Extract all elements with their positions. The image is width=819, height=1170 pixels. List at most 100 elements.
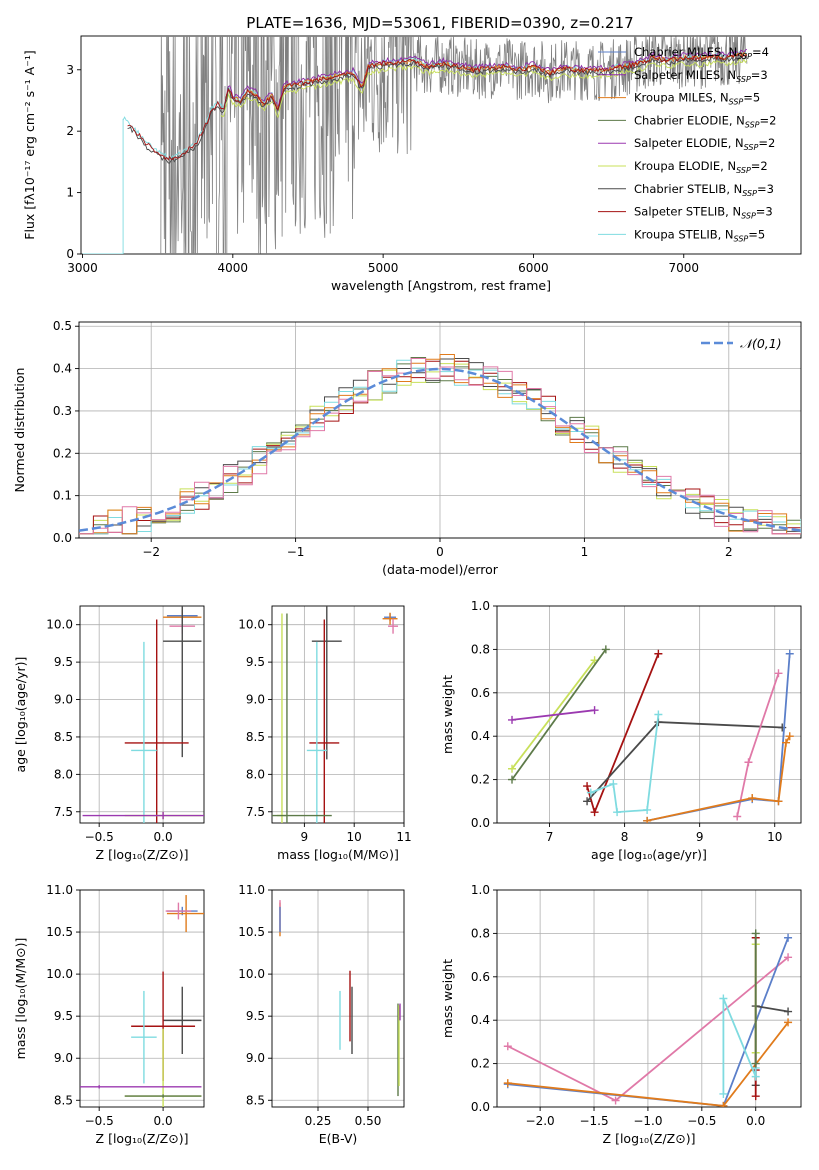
legend-label-main: Salpeter MILES, N: [634, 68, 736, 82]
series-marker: [784, 1018, 793, 1027]
legend-label-sub: SSP: [742, 189, 757, 198]
axes-frame: [80, 35, 802, 255]
legend-label-tail: =4: [752, 45, 769, 59]
series-line: [511, 709, 595, 721]
y-tick-label: 0.5: [53, 319, 72, 333]
y-tick-label: 0: [66, 247, 74, 261]
residual-histogram: [79, 358, 801, 535]
mass-vs-Z-panel: −0.5 0.0 8.5 9.0 9.5 10.0 10.5 11.0 Z [log₁₀(Z/Z…: [13, 883, 205, 1146]
series: [583, 649, 663, 817]
series-line: [646, 735, 791, 822]
y-tick-label: 8.5: [54, 1093, 73, 1107]
axes-frame: [271, 889, 405, 1108]
x-tick-label: 0.0: [746, 1114, 765, 1128]
y-tick-label: 8.5: [246, 1093, 265, 1107]
series-marker: [751, 929, 760, 938]
series-marker: [654, 649, 663, 658]
x-axis-label: Z [log₁₀(Z/Z⊙)]: [96, 847, 189, 862]
series-marker: [719, 1089, 728, 1098]
x-tick-label: 9: [301, 830, 309, 844]
legend-label-main: Kroupa MILES, N: [634, 91, 729, 105]
normal-curve: [79, 367, 801, 532]
legend-label-tail: =3: [757, 182, 774, 196]
series: [719, 994, 760, 1098]
series-marker: [751, 1072, 760, 1081]
legend-label: Kroupa ELODIE, NSSP=2: [634, 159, 768, 175]
axes-frame: [79, 605, 205, 824]
y-tick-label: 9.5: [54, 1009, 73, 1023]
legend-label: Salpeter STELIB, NSSP=3: [634, 205, 773, 221]
legend-label: Salpeter ELODIE, NSSP=2: [634, 136, 775, 152]
series: [503, 1018, 793, 1107]
legend-label: Salpeter MILES, NSSP=3: [634, 68, 768, 84]
legend-label: Chabrier STELIB, NSSP=3: [634, 182, 774, 198]
x-tick-label: 0.0: [154, 1114, 173, 1128]
legend-label-tail: =2: [760, 113, 777, 127]
y-tick-label: 8.0: [246, 767, 265, 781]
data-point: [82, 811, 204, 820]
series-line: [586, 721, 783, 802]
y-tick-label: 0.6: [471, 970, 490, 984]
legend-label-sub: SSP: [734, 234, 749, 243]
x-tick-label: −2.0: [526, 1114, 555, 1128]
age-vs-mass-panel: 9 10 11 7.5 8.0 8.5 9.0 9.5 10.0 mass [log₁₀(M/M⊙…: [238, 605, 412, 862]
series-marker: [508, 715, 517, 724]
y-tick-label: 10.0: [46, 618, 73, 632]
x-tick-label: 10: [767, 830, 782, 844]
x-tick-label: −0.5: [85, 1114, 114, 1128]
residual-histogram: [79, 360, 801, 535]
data-point: [382, 612, 398, 625]
legend-label-tail: =2: [758, 136, 775, 150]
residuals-panel: −2 −1 0 1 2 0.0 0.1 0.2 0.3 0.4 0.5 (data-model)/er…: [12, 319, 802, 577]
data-point: [166, 895, 204, 933]
x-tick-label: −1.5: [579, 1114, 608, 1128]
data-point: [124, 1094, 202, 1098]
model-chabrier-stelib: [127, 54, 748, 164]
series-marker: [503, 1079, 512, 1088]
series-marker: [748, 794, 757, 803]
legend-label: Chabrier ELODIE, NSSP=2: [634, 113, 776, 129]
y-tick-label: 9.0: [246, 1051, 265, 1065]
y-tick-label: 0.2: [471, 1057, 490, 1071]
x-tick-label: −0.5: [687, 1114, 716, 1128]
series-marker: [774, 669, 783, 678]
mass-vs-Z-plot-area: [80, 895, 204, 1107]
series-marker: [643, 805, 652, 814]
series-marker: [751, 1059, 760, 1068]
data-point: [131, 641, 157, 823]
y-tick-label: 8.5: [246, 730, 265, 744]
x-tick-label: −2: [142, 545, 160, 559]
y-axis-label: age [log₁₀(age/yr)]: [13, 657, 28, 773]
series-marker: [784, 933, 793, 942]
mass-vs-EBV-plot-area: [279, 900, 401, 1097]
x-tick-label: −1: [287, 545, 305, 559]
series-marker: [774, 797, 783, 806]
x-tick-label: 7: [546, 830, 554, 844]
x-tick-label: 0.50: [355, 1114, 382, 1128]
y-tick-label: 0.6: [471, 686, 490, 700]
y-tick-label: 9.5: [246, 1009, 265, 1023]
y-axis-label: mass [log₁₀(M/M⊙)]: [13, 938, 28, 1060]
x-tick-label: 1: [581, 545, 589, 559]
spectrum-plot-area: [82, 36, 748, 254]
legend-label-tail: =5: [748, 227, 765, 241]
x-tick-label: 9: [696, 830, 704, 844]
legend-label-main: Kroupa STELIB, N: [634, 227, 734, 241]
data-point: [131, 990, 157, 1084]
series-marker: [508, 764, 517, 773]
series-marker: [744, 758, 753, 767]
series-marker: [586, 788, 595, 797]
weight-vs-Z-panel: −2.0 −1.5 −1.0 −0.5 0.0 0.0 0.2 0.4 0.6 0.8 1.0 Z […: [440, 883, 802, 1146]
x-tick-label: 6000: [518, 261, 549, 275]
legend-label-sub: SSP: [729, 98, 744, 107]
weight-vs-age-plot-area: [508, 645, 794, 823]
series-line: [736, 673, 780, 817]
series-marker: [781, 738, 790, 747]
series-marker: [590, 706, 599, 715]
y-tick-label: 9.0: [54, 1051, 73, 1065]
axes-frame: [496, 889, 802, 1108]
x-tick-label: −0.5: [85, 830, 114, 844]
series-marker: [611, 1096, 620, 1105]
y-tick-label: 9.5: [54, 655, 73, 669]
